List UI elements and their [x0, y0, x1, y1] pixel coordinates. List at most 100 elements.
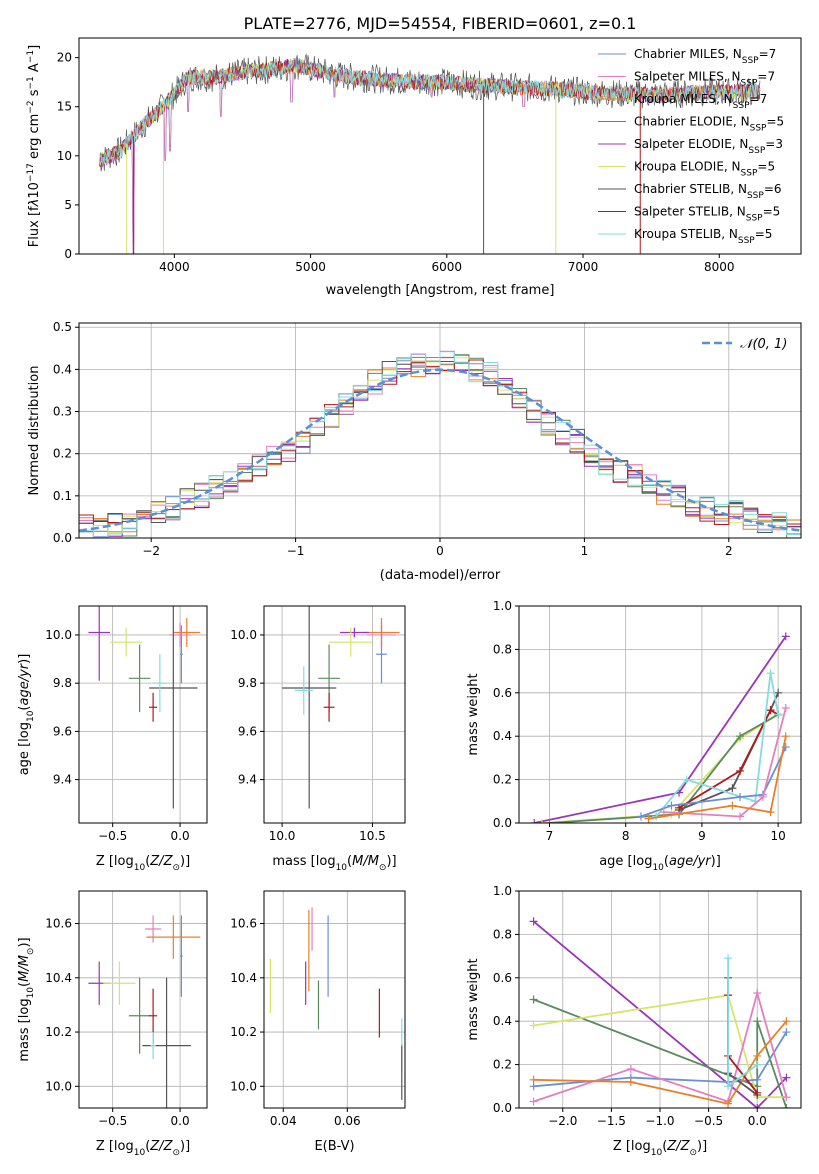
x-tick-label: 0.06 [334, 1114, 361, 1128]
y-axis-label: mass weight [466, 958, 481, 1040]
y-axis-label: Normed distribution [27, 366, 42, 496]
weight-marker [753, 1051, 762, 1060]
weight-line [727, 977, 758, 1096]
y-axis-label: Flux [fλ10−17 erg cm−2 s−1 A−1] [26, 45, 42, 247]
y-tick-label: 9.8 [53, 676, 72, 690]
axes-frame [263, 605, 406, 824]
axes-frame [78, 605, 208, 824]
x-tick-label: −1 [287, 544, 305, 558]
y-tick-label: 0.8 [493, 642, 512, 656]
y-tick-label: 0.5 [53, 320, 72, 334]
y-tick-label: 9.8 [238, 676, 257, 690]
weight-marker [724, 954, 733, 963]
legend-entry: 𝒩(0, 1) [740, 337, 787, 352]
x-tick-label: 0.0 [171, 1114, 190, 1128]
plot-area-8 [519, 891, 801, 1108]
x-tick-label: 10.5 [359, 829, 386, 843]
y-tick-label: 20 [57, 51, 72, 65]
plot-area-6 [79, 891, 207, 1108]
y-tick-label: 9.6 [53, 724, 72, 738]
weight-marker [782, 1104, 791, 1108]
y-tick-label: 10.0 [230, 628, 257, 642]
x-tick-label: −2 [142, 544, 160, 558]
spectrum-line [99, 57, 761, 164]
axes-frame [263, 890, 406, 1109]
x-tick-label: 7000 [568, 260, 599, 274]
x-axis-label: wavelength [Angstrom, rest frame] [326, 283, 555, 298]
x-tick-label: 10 [770, 829, 785, 843]
weight-marker [782, 1017, 791, 1026]
y-tick-label: 0.0 [493, 1101, 512, 1115]
y-tick-label: 10.0 [45, 1079, 72, 1093]
y-tick-label: 10.4 [45, 971, 72, 985]
weight-marker [529, 917, 538, 926]
y-tick-label: 0.0 [53, 531, 72, 545]
y-tick-label: 9.4 [238, 773, 257, 787]
plot-area-5 [519, 606, 801, 823]
x-axis-label: (data-model)/error [380, 568, 501, 583]
weight-marker [728, 784, 737, 793]
weight-marker [736, 732, 745, 741]
plot-area-7 [264, 891, 405, 1108]
weight-marker [736, 792, 745, 801]
legend-entry: Kroupa ELODIE, NSSP=5 [634, 160, 775, 179]
weight-marker [537, 819, 546, 823]
histogram-step [79, 359, 801, 538]
weight-marker [724, 1082, 733, 1091]
legend-entry: Kroupa MILES, NSSP=7 [634, 92, 767, 111]
legend-entry: Salpeter MILES, NSSP=7 [634, 70, 775, 89]
weight-marker [728, 801, 737, 810]
x-tick-label: 0 [436, 544, 444, 558]
histogram-step [79, 351, 801, 538]
weight-marker [529, 1075, 538, 1084]
legend-entry: Chabrier MILES, NSSP=7 [634, 47, 776, 66]
x-axis-label: E(B-V) [314, 1139, 354, 1154]
x-tick-label: −0.5 [98, 1114, 127, 1128]
x-axis-label: age [log10(age/yr)] [599, 854, 721, 873]
x-tick-label: −1.5 [597, 1114, 626, 1128]
x-tick-label: 6000 [432, 260, 463, 274]
x-axis-label: mass [log10(M/M⊙)] [272, 854, 396, 873]
weight-line [663, 707, 787, 818]
plot-area-4 [264, 606, 405, 823]
weight-marker [626, 1077, 635, 1086]
y-tick-label: 15 [57, 100, 72, 114]
weight-line [648, 736, 787, 820]
weight-marker [753, 1104, 762, 1108]
x-tick-label: −0.5 [98, 829, 127, 843]
x-tick-label: 10.0 [269, 829, 296, 843]
y-tick-label: 10.6 [230, 917, 257, 931]
legend-entry: Salpeter ELODIE, NSSP=3 [634, 137, 783, 156]
weight-marker [636, 812, 645, 821]
x-tick-label: 0.04 [270, 1114, 297, 1128]
weight-marker [782, 1093, 791, 1102]
plot-area-3 [79, 606, 207, 823]
weight-line [533, 920, 788, 1108]
weight-line [640, 746, 787, 818]
legend-entry: Kroupa STELIB, NSSP=5 [634, 227, 772, 246]
y-tick-label: 0.1 [53, 489, 72, 503]
y-tick-label: 0.4 [493, 1014, 512, 1028]
weight-marker [753, 988, 762, 997]
weight-line [534, 635, 787, 823]
weight-marker [724, 1099, 733, 1108]
x-tick-label: 2 [725, 544, 733, 558]
x-axis-label: Z [log10(Z/Z⊙)] [96, 1139, 190, 1158]
weight-marker [530, 819, 539, 823]
y-tick-label: 10.4 [230, 971, 257, 985]
weight-marker [529, 1021, 538, 1030]
weight-marker [782, 1073, 791, 1082]
weight-marker [667, 801, 676, 810]
y-tick-label: 10.6 [45, 917, 72, 931]
y-tick-label: 5 [64, 198, 72, 212]
x-tick-label: −0.5 [694, 1114, 723, 1128]
weight-marker [682, 775, 691, 784]
weight-marker [753, 1017, 762, 1026]
weight-marker [766, 706, 775, 715]
x-axis-label: Z [log10(Z/Z⊙)] [613, 1139, 707, 1158]
y-tick-label: 0 [64, 247, 72, 261]
weight-line [678, 708, 779, 809]
x-tick-label: 1 [581, 544, 589, 558]
normal-curve [79, 368, 801, 532]
